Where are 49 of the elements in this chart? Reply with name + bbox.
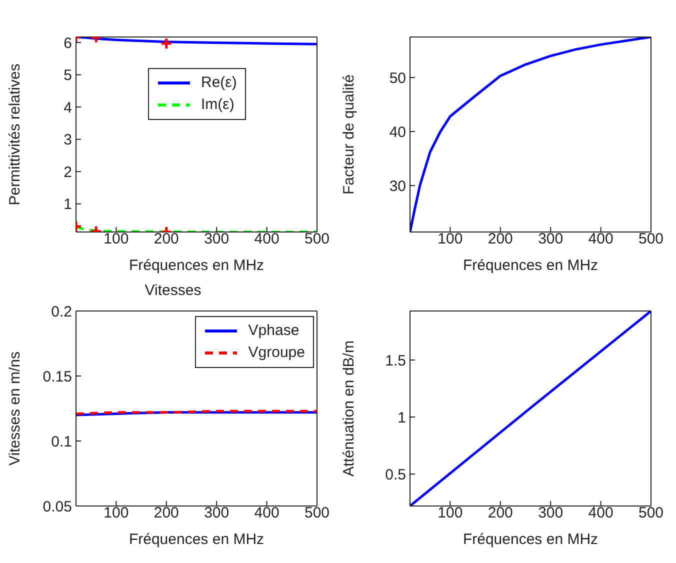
x-tick-label: 200	[154, 504, 179, 522]
x-tick-label: 200	[488, 504, 513, 522]
y-tick-label: 0.5	[385, 466, 406, 484]
y-axis-title: Vitesses en m/ns	[6, 352, 24, 466]
x-tick-label: 300	[538, 504, 564, 522]
y-tick-label: 0.05	[42, 498, 72, 516]
x-tick-label: 200	[154, 230, 179, 248]
x-tick-label: 500	[304, 230, 330, 248]
x-tick-label: 400	[588, 504, 614, 522]
x-tick-label: 400	[588, 230, 614, 248]
x-tick-label: 500	[638, 504, 664, 522]
y-axis-title: Permittivités relatives	[6, 64, 24, 206]
y-tick-label: 4	[64, 99, 72, 116]
x-tick-label: 100	[104, 504, 129, 522]
x-tick-label: 400	[254, 230, 280, 248]
x-axis-title: Fréquences en MHz	[462, 531, 598, 548]
y-tick-label: 6	[64, 34, 72, 52]
x-tick-label: 500	[304, 504, 330, 522]
x-tick-label: 200	[488, 230, 513, 248]
chart-title: Vitesses	[144, 282, 202, 301]
legend-label: Re(ε)	[201, 73, 237, 93]
y-tick-label: 5	[64, 67, 72, 84]
y-tick-label: 1	[64, 196, 72, 214]
y-tick-label: 50	[389, 70, 406, 87]
x-tick-label: 100	[438, 230, 463, 248]
x-tick-label: 100	[104, 230, 129, 248]
y-tick-label: 1.5	[385, 352, 406, 370]
y-tick-label: 0.1	[51, 433, 72, 450]
y-axis-title: Atténuation en dB/m	[340, 340, 358, 476]
x-tick-label: 300	[204, 230, 230, 248]
y-tick-label: 0.2	[51, 303, 72, 320]
legend-label: Vgroupe	[248, 343, 305, 363]
x-tick-label: 500	[638, 230, 664, 248]
y-tick-label: 1	[398, 409, 406, 426]
y-axis-title: Facteur de qualité	[340, 74, 358, 195]
y-tick-label: 2	[64, 164, 72, 181]
x-tick-label: 300	[538, 230, 564, 248]
y-tick-label: 40	[389, 124, 406, 141]
x-tick-label: 100	[438, 504, 463, 522]
x-axis-title: Fréquences en MHz	[128, 257, 264, 274]
x-axis-title: Fréquences en MHz	[128, 531, 264, 548]
x-tick-label: 300	[204, 504, 230, 522]
y-tick-label: 30	[389, 178, 406, 195]
legend-label: Vphase	[248, 321, 300, 341]
x-tick-label: 400	[254, 504, 280, 522]
y-tick-label: 0.15	[42, 368, 72, 386]
legend-label: Im(ε)	[201, 95, 234, 115]
y-tick-label: 3	[64, 132, 72, 149]
x-axis-title: Fréquences en MHz	[462, 257, 598, 274]
